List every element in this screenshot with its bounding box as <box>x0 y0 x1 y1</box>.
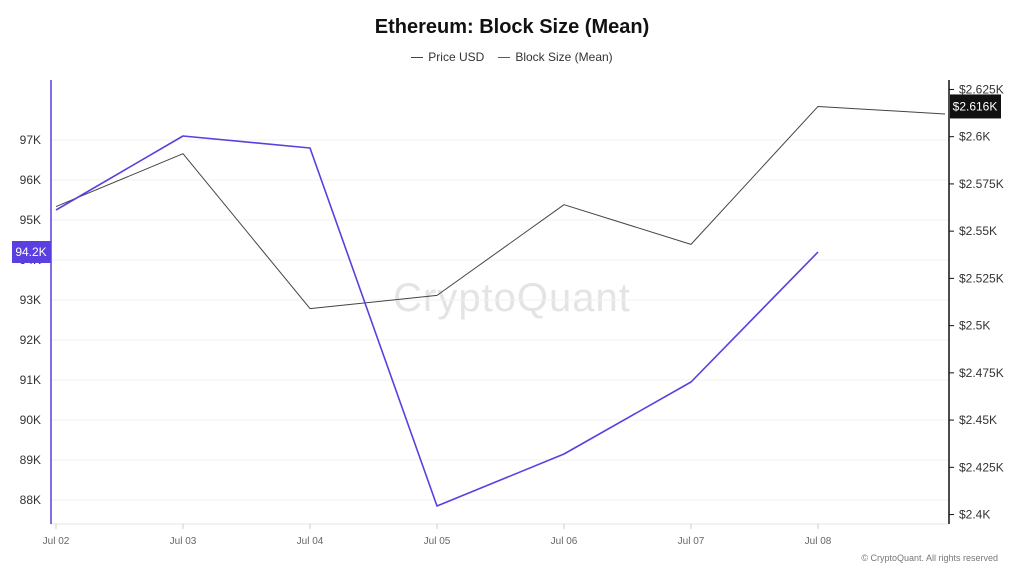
legend-item-price[interactable]: Price USD <box>411 50 484 64</box>
x-tick-label: Jul 08 <box>805 536 832 547</box>
left-tick-label: 90K <box>20 413 41 427</box>
right-tick-label: $2.45K <box>959 413 997 427</box>
chart-title: Ethereum: Block Size (Mean) <box>374 16 650 38</box>
x-tick-label: Jul 04 <box>297 536 324 547</box>
x-tick-label: Jul 02 <box>43 536 70 547</box>
legend-label-block-size: Block Size (Mean) <box>515 50 613 64</box>
copyright-text: © CryptoQuant. All rights reserved <box>861 553 998 563</box>
x-tick-label: Jul 07 <box>678 536 705 547</box>
price-usd-line <box>55 105 946 310</box>
watermark: CryptoQuant <box>393 276 631 320</box>
left-tick-label: 97K <box>20 133 41 147</box>
left-tick-label: 91K <box>20 373 41 387</box>
right-tick-label: $2.5K <box>959 319 990 333</box>
left-value-badge-label: 94.2K <box>15 245 46 259</box>
x-tick-label: Jul 03 <box>170 536 197 547</box>
right-tick-label: $2.625K <box>959 82 1004 96</box>
left-tick-label: 89K <box>20 453 41 467</box>
left-value-badge <box>12 241 51 263</box>
left-tick-label: 92K <box>20 333 41 347</box>
left-tick-label: 88K <box>20 493 41 507</box>
right-tick-label: $2.525K <box>959 271 1004 285</box>
right-tick-label: $2.425K <box>959 460 1004 474</box>
right-value-badge <box>950 94 1001 119</box>
block-size-line <box>55 135 819 507</box>
right-value-badge-label: $2.616K <box>953 99 998 113</box>
left-tick-label: 93K <box>20 293 41 307</box>
legend-swatch-block-size <box>498 56 511 58</box>
left-tick-label: 96K <box>20 173 41 187</box>
right-tick-label: $2.6K <box>959 130 990 144</box>
right-tick-label: $2.575K <box>959 177 1004 191</box>
left-tick-label: 95K <box>20 213 41 227</box>
legend-item-block-size[interactable]: Block Size (Mean) <box>498 50 613 64</box>
x-tick-label: Jul 05 <box>424 536 451 547</box>
right-tick-label: $2.475K <box>959 366 1004 380</box>
x-tick-label: Jul 06 <box>551 536 578 547</box>
right-tick-label: $2.55K <box>959 224 997 238</box>
legend-label-price: Price USD <box>428 50 485 64</box>
legend: Price USD Block Size (Mean) <box>0 50 1024 64</box>
legend-swatch-price <box>411 56 424 58</box>
right-tick-label: $2.4K <box>959 508 990 522</box>
